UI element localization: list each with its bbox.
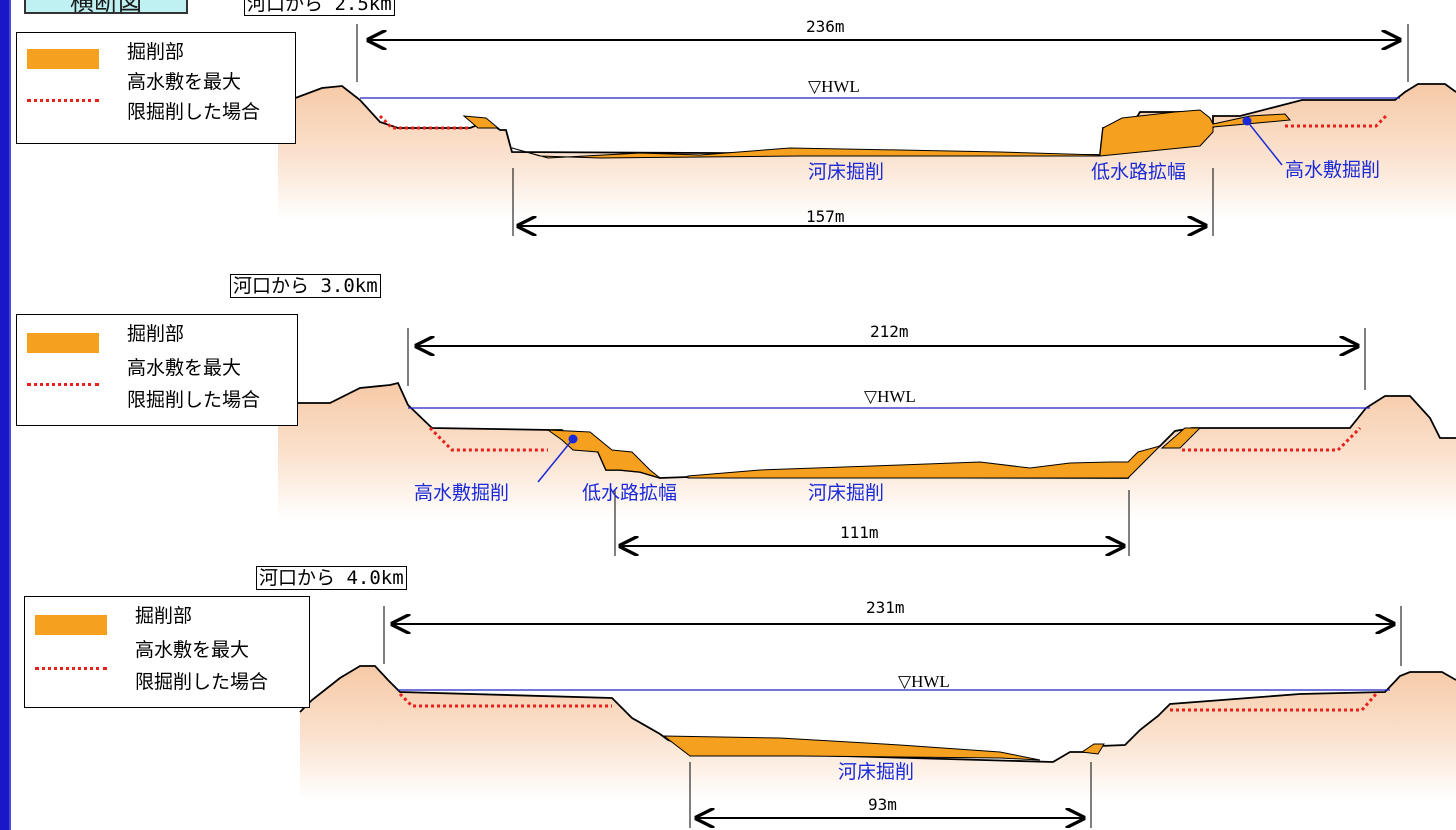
legend-max-excavation-line bbox=[27, 383, 99, 386]
left-border-bar-inner bbox=[9, 0, 11, 830]
legend-excavation-label: 掘削部 bbox=[127, 41, 185, 63]
low-channel-label-4-0km: 93m bbox=[868, 795, 897, 814]
excavation-area-3-0km-right bbox=[1160, 427, 1202, 449]
hwl-label-3-0km: ▽HWL bbox=[864, 387, 916, 406]
excavation-area-4-0km-right bbox=[1080, 743, 1105, 755]
excavation-area-4-0km bbox=[662, 735, 1041, 761]
section-4-0km: ▽HWL 231m 93m 河床掘削 bbox=[299, 598, 1456, 828]
excavation-area-2-5km bbox=[511, 109, 1291, 159]
annotation-lowchannel-3-0km: 低水路拡幅 bbox=[582, 482, 677, 504]
legend-4-0km: 掘削部 高水敷を最大 限掘削した場合 bbox=[24, 596, 310, 708]
legend-excavation-label: 掘削部 bbox=[135, 605, 193, 627]
legend-2-5km: 掘削部 高水敷を最大 限掘削した場合 bbox=[16, 32, 296, 144]
legend-max-label-2: 限掘削した場合 bbox=[127, 101, 261, 123]
annotation-riverbed-2-5km: 河床掘削 bbox=[808, 161, 884, 183]
max-excavation-line-4-0km-right bbox=[1170, 693, 1378, 712]
ground-profile-3-0km bbox=[278, 383, 1456, 520]
legend-excavation-label: 掘削部 bbox=[127, 323, 185, 345]
total-width-label-3-0km: 212m bbox=[870, 322, 909, 341]
ground-profile-4-0km bbox=[300, 666, 1456, 800]
annotation-floodplain-3-0km: 高水敷掘削 bbox=[414, 482, 509, 504]
excavation-area-2-5km-left bbox=[462, 115, 500, 129]
annotation-lowchannel-2-5km: 低水路拡幅 bbox=[1091, 161, 1186, 183]
total-width-label-4-0km: 231m bbox=[866, 598, 905, 617]
legend-max-label-2: 限掘削した場合 bbox=[135, 671, 269, 693]
legend-max-label-1: 高水敷を最大 bbox=[127, 357, 242, 379]
annotation-dot-2-5km bbox=[1242, 116, 1252, 126]
annotation-riverbed-4-0km: 河床掘削 bbox=[838, 761, 914, 783]
section-3-0km: ▽HWL 212m 111m 高水敷掘削 低水路拡幅 河床掘削 bbox=[278, 322, 1456, 556]
annotation-floodplain-2-5km: 高水敷掘削 bbox=[1285, 159, 1380, 181]
max-excavation-line-2-5km bbox=[378, 114, 470, 130]
legend-max-excavation-line bbox=[35, 667, 107, 670]
max-excavation-line-3-0km bbox=[428, 426, 548, 452]
legend-max-label-2: 限掘削した場合 bbox=[127, 389, 261, 411]
legend-max-excavation-line bbox=[27, 99, 99, 102]
max-excavation-line-2-5km-right bbox=[1285, 112, 1390, 128]
legend-max-label-1: 高水敷を最大 bbox=[135, 639, 250, 661]
max-excavation-line-4-0km bbox=[398, 692, 612, 708]
annotation-leader-3-0km bbox=[537, 438, 574, 483]
annotation-riverbed-3-0km: 河床掘削 bbox=[808, 482, 884, 504]
legend-excavation-swatch bbox=[27, 333, 99, 353]
section-label-2-5km: 河口から 2.5km bbox=[244, 0, 395, 16]
legend-max-label-1: 高水敷を最大 bbox=[127, 71, 242, 93]
max-excavation-line-3-0km-right bbox=[1182, 426, 1362, 452]
hwl-label-2-5km: ▽HWL bbox=[808, 77, 860, 96]
section-label-3-0km: 河口から 3.0km bbox=[230, 274, 381, 298]
left-border-bar bbox=[0, 0, 9, 830]
excavation-area-3-0km bbox=[687, 445, 1162, 479]
legend-excavation-swatch bbox=[27, 49, 99, 69]
legend-excavation-swatch bbox=[35, 615, 107, 635]
low-channel-label-3-0km: 111m bbox=[840, 523, 879, 542]
annotation-dot-3-0km bbox=[568, 434, 578, 444]
hwl-label-4-0km: ▽HWL bbox=[898, 672, 950, 691]
section-2-5km: ▽HWL 236m 157m 河床掘削 低水路拡幅 高水敷掘削 bbox=[277, 17, 1456, 236]
low-channel-label-2-5km: 157m bbox=[806, 207, 845, 226]
total-width-label-2-5km: 236m bbox=[806, 17, 845, 36]
legend-3-0km: 掘削部 高水敷を最大 限掘削した場合 bbox=[16, 314, 298, 426]
title-tag: 横断図 bbox=[24, 0, 188, 16]
annotation-leader-2-5km bbox=[1246, 120, 1283, 166]
section-label-4-0km: 河口から 4.0km bbox=[256, 566, 407, 590]
ground-outline-4-0km bbox=[299, 665, 1456, 763]
